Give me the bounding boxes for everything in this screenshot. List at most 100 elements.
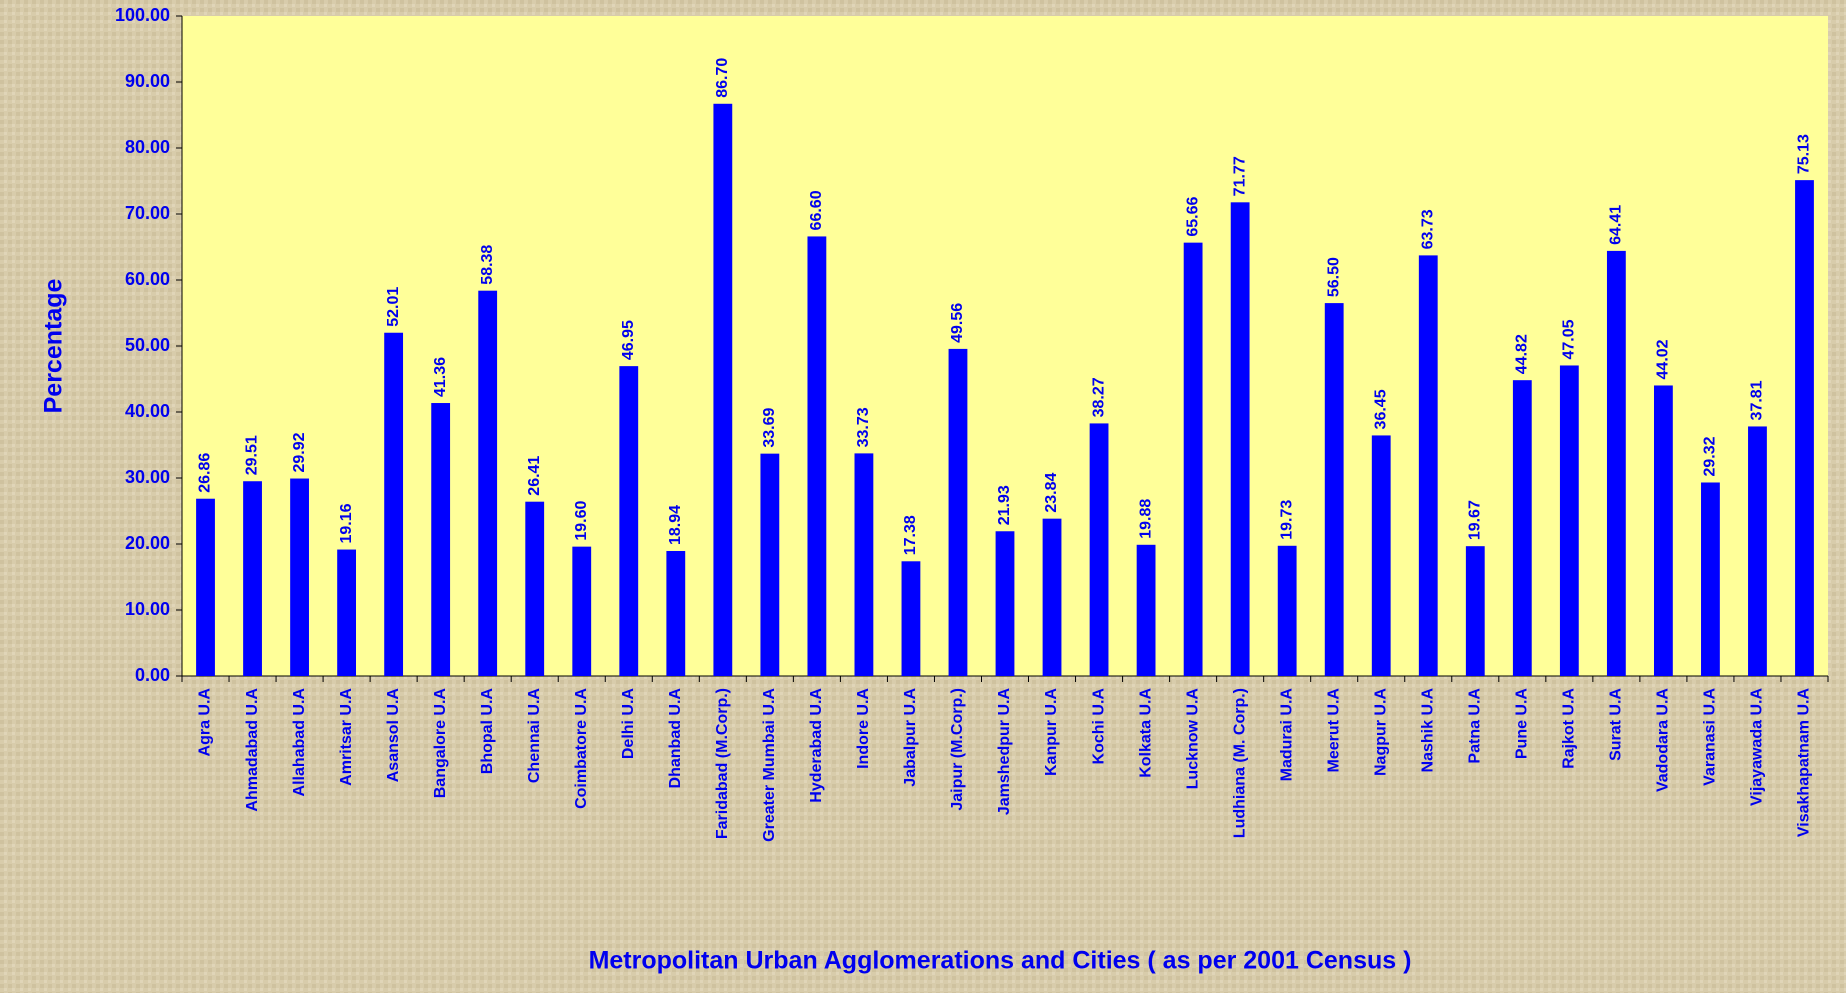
y-tick-label: 0.00	[135, 665, 170, 685]
x-tick-label: Coimbatore U.A	[573, 688, 590, 809]
bar	[666, 550, 686, 676]
bar	[478, 290, 498, 676]
x-tick-label: Chennai U.A	[526, 688, 543, 784]
x-tick-label: Ludhiana (M. Corp.)	[1231, 688, 1248, 838]
value-label: 44.82	[1514, 334, 1531, 374]
bar	[1748, 426, 1767, 676]
bar	[1230, 202, 1250, 676]
value-label: 46.95	[620, 320, 637, 360]
bar	[1371, 435, 1391, 676]
x-tick-label: Asansol U.A	[385, 688, 402, 783]
value-label: 33.73	[855, 407, 872, 447]
bar	[807, 236, 827, 676]
x-tick-label: Patna U.A	[1467, 688, 1484, 764]
value-label: 63.73	[1419, 209, 1436, 249]
bar	[1418, 255, 1438, 676]
value-label: 29.51	[244, 435, 261, 475]
x-tick-label: Pune U.A	[1514, 688, 1531, 760]
bar	[1465, 546, 1485, 676]
x-tick-label: Dhanbad U.A	[667, 688, 684, 789]
bar	[713, 103, 733, 676]
x-tick-label: Ahmadabad U.A	[244, 688, 261, 812]
x-tick-label: Vadodara U.A	[1655, 688, 1672, 792]
value-label: 19.60	[573, 500, 590, 540]
bar	[1277, 545, 1297, 676]
x-tick-label: Lucknow U.A	[1184, 688, 1201, 790]
value-label: 21.93	[996, 485, 1013, 525]
bar	[337, 549, 357, 676]
x-tick-label: Kochi U.A	[1090, 688, 1107, 765]
x-tick-label: Bhopal U.A	[479, 688, 496, 775]
x-tick-label: Visakhapatnam U.A	[1796, 688, 1813, 838]
y-tick-label: 40.00	[125, 401, 170, 421]
x-tick-label: Rajkot U.A	[1561, 688, 1578, 769]
value-label: 52.01	[385, 287, 402, 327]
x-tick-label: Allahabad U.A	[291, 688, 308, 797]
x-tick-label: Agra U.A	[197, 688, 214, 757]
bar	[1653, 385, 1673, 676]
value-label: 38.27	[1090, 377, 1107, 417]
value-label: 19.16	[338, 503, 355, 543]
bar	[1042, 518, 1062, 676]
value-label: 29.32	[1702, 436, 1719, 476]
x-tick-label: Kanpur U.A	[1043, 688, 1060, 776]
y-tick-label: 20.00	[125, 533, 170, 553]
bar	[1324, 303, 1344, 676]
value-label: 23.84	[1043, 473, 1060, 513]
bar	[1089, 423, 1109, 676]
value-label: 49.56	[949, 303, 966, 343]
x-tick-label: Madurai U.A	[1278, 688, 1295, 782]
y-tick-label: 60.00	[125, 269, 170, 289]
x-axis-title: Metropolitan Urban Agglomerations and Ci…	[589, 947, 1412, 975]
value-label: 29.92	[291, 432, 308, 472]
x-tick-label: Nagpur U.A	[1372, 688, 1389, 776]
bar	[1795, 180, 1814, 676]
x-tick-label: Jaipur (M.Corp.)	[949, 688, 966, 811]
y-tick-label: 10.00	[125, 599, 170, 619]
x-tick-label: Meerut U.A	[1325, 688, 1342, 773]
value-label: 75.13	[1796, 134, 1813, 174]
value-label: 71.77	[1231, 156, 1248, 196]
bar	[572, 546, 592, 676]
value-label: 26.41	[526, 456, 543, 496]
y-tick-label: 80.00	[125, 137, 170, 157]
value-label: 18.94	[667, 505, 684, 545]
bar	[525, 501, 545, 676]
value-label: 33.69	[761, 408, 778, 448]
bar	[196, 498, 215, 676]
x-tick-label: Jabalpur U.A	[902, 688, 919, 787]
bar	[995, 531, 1015, 676]
value-label: 19.67	[1467, 500, 1484, 540]
bar	[948, 348, 968, 676]
x-tick-label: Nashik U.A	[1419, 688, 1436, 773]
y-tick-label: 50.00	[125, 335, 170, 355]
bar	[901, 561, 921, 676]
value-label: 65.66	[1184, 197, 1201, 237]
value-label: 56.50	[1325, 257, 1342, 297]
bar	[1559, 365, 1579, 676]
x-tick-label: Kolkata U.A	[1137, 688, 1154, 778]
value-label: 17.38	[902, 515, 919, 555]
value-label: 36.45	[1372, 389, 1389, 429]
value-label: 47.05	[1561, 319, 1578, 359]
bar	[290, 478, 309, 676]
x-tick-label: Faridabad (M.Corp.)	[714, 688, 731, 839]
bar	[1701, 482, 1720, 676]
x-tick-label: Delhi U.A	[620, 688, 637, 760]
bar	[243, 481, 262, 676]
value-label: 41.36	[432, 357, 449, 397]
y-axis-title: Percentage	[40, 279, 68, 414]
bar	[760, 453, 780, 676]
value-label: 26.86	[197, 453, 214, 493]
value-label: 58.38	[479, 245, 496, 285]
x-tick-label: Bangalore U.A	[432, 688, 449, 799]
y-tick-label: 70.00	[125, 203, 170, 223]
value-label: 86.70	[714, 58, 731, 98]
bar	[384, 332, 404, 676]
x-tick-label: Varanasi U.A	[1702, 688, 1719, 786]
x-tick-label: Jamshedpur U.A	[996, 688, 1013, 816]
x-tick-label: Amritsar U.A	[338, 688, 355, 786]
bar	[1606, 250, 1626, 677]
bar	[619, 366, 639, 676]
